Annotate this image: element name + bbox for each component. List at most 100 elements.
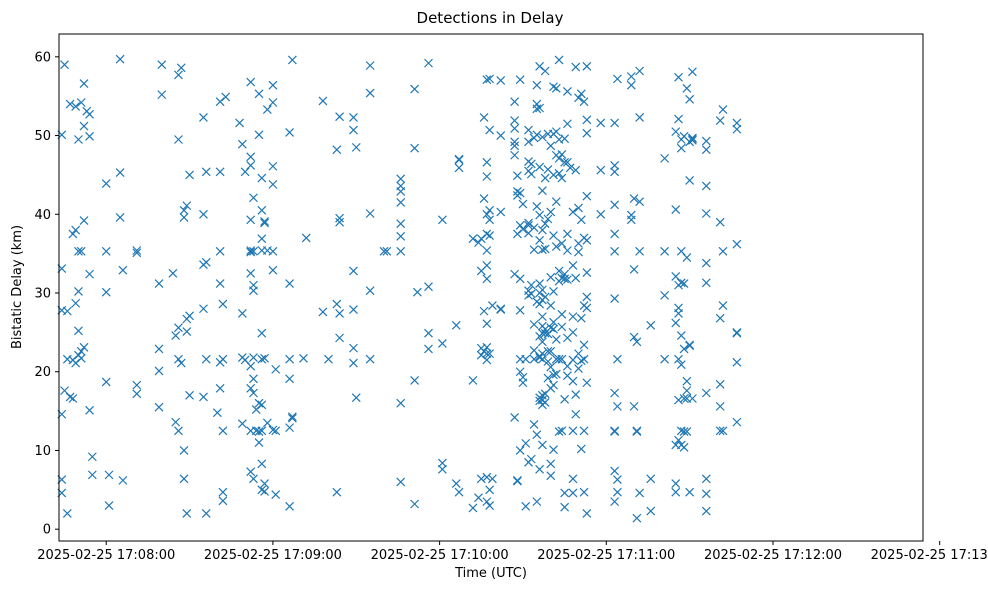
data-point-marker: [218, 496, 228, 506]
x-tick-label: 2025-02-25 17:09:00: [204, 548, 342, 563]
data-point-marker: [218, 426, 228, 436]
data-point-marker: [482, 75, 492, 85]
data-point-marker: [249, 474, 258, 484]
data-point-marker: [532, 130, 542, 140]
data-point-marker: [485, 485, 495, 495]
y-tick-label: 30: [34, 287, 51, 302]
data-point-marker: [85, 405, 94, 415]
x-tick-label: 2025-02-25 17:12:00: [704, 548, 842, 563]
data-point-marker: [685, 176, 695, 185]
data-point-marker: [365, 354, 375, 364]
data-point-marker: [549, 82, 558, 92]
data-point-marker: [301, 233, 311, 243]
data-point-marker: [571, 62, 581, 72]
data-point-marker: [87, 470, 97, 480]
data-point-marker: [485, 74, 495, 84]
data-point-marker: [529, 245, 539, 255]
data-point-marker: [674, 395, 683, 405]
data-point-marker: [257, 328, 267, 338]
data-point-marker: [510, 137, 520, 147]
data-point-marker: [237, 419, 247, 429]
data-point-marker: [562, 119, 572, 129]
data-point-marker: [262, 246, 272, 255]
data-point-marker: [571, 273, 581, 283]
data-point-marker: [537, 312, 547, 322]
data-point-marker: [629, 401, 639, 411]
data-point-marker: [535, 279, 545, 288]
data-point-marker: [701, 145, 711, 155]
data-point-marker: [582, 303, 592, 313]
data-point-marker: [571, 409, 581, 419]
data-point-marker: [562, 246, 572, 255]
data-point-marker: [299, 353, 308, 363]
data-point-marker: [437, 215, 447, 225]
data-point-marker: [626, 80, 636, 90]
data-point-marker: [254, 398, 264, 408]
data-point-marker: [215, 357, 225, 367]
data-point-marker: [537, 225, 547, 235]
data-point-marker: [596, 209, 606, 219]
data-point-marker: [682, 83, 692, 93]
data-point-marker: [682, 386, 692, 396]
data-point-marker: [85, 131, 94, 141]
data-point-marker: [476, 474, 486, 484]
data-point-marker: [546, 362, 556, 372]
data-point-marker: [671, 487, 681, 497]
data-point-marker: [118, 265, 128, 275]
data-point-marker: [687, 394, 697, 403]
data-point-marker: [287, 55, 297, 65]
data-point-marker: [176, 358, 186, 368]
data-point-marker: [424, 328, 433, 338]
data-point-marker: [349, 358, 358, 368]
data-point-marker: [540, 219, 550, 229]
data-point-marker: [660, 290, 670, 300]
data-point-marker: [451, 479, 461, 488]
data-point-marker: [365, 88, 375, 98]
data-point-marker: [396, 219, 406, 229]
data-point-marker: [487, 301, 497, 311]
data-point-marker: [529, 354, 539, 364]
x-axis-title: Time (UTC): [454, 566, 527, 581]
data-point-marker: [554, 266, 564, 276]
data-point-marker: [87, 452, 97, 462]
data-point-marker: [257, 205, 267, 215]
data-point-marker: [718, 105, 728, 115]
data-point-marker: [249, 246, 258, 256]
data-point-marker: [271, 426, 281, 436]
data-point-marker: [474, 238, 483, 248]
data-point-marker: [574, 247, 583, 257]
data-point-marker: [576, 356, 586, 366]
data-point-marker: [524, 220, 533, 230]
data-point-marker: [679, 344, 689, 354]
data-point-marker: [571, 390, 581, 399]
data-point-marker: [482, 472, 492, 482]
data-point-marker: [268, 265, 278, 275]
data-point-marker: [257, 234, 267, 244]
data-point-marker: [396, 246, 406, 256]
data-point-marker: [71, 298, 81, 308]
data-point-marker: [582, 292, 592, 302]
data-point-marker: [249, 353, 258, 362]
data-point-marker: [532, 201, 542, 211]
data-point-marker: [551, 83, 561, 93]
data-point-marker: [543, 357, 553, 366]
data-point-marker: [485, 215, 495, 225]
data-point-marker: [396, 398, 406, 408]
data-point-marker: [74, 246, 83, 256]
data-point-marker: [568, 327, 578, 337]
data-point-marker: [646, 320, 656, 330]
data-point-marker: [718, 301, 728, 311]
data-point-marker: [474, 493, 483, 503]
data-point-marker: [732, 124, 742, 134]
data-point-marker: [582, 268, 592, 277]
data-point-marker: [515, 274, 525, 284]
data-point-marker: [212, 408, 222, 418]
data-point-marker: [451, 320, 461, 330]
data-point-marker: [610, 161, 620, 170]
data-point-marker: [496, 207, 506, 217]
x-axis-ticks: 2025-02-25 17:08:00 2025-02-25 17:09:00 20…: [37, 541, 988, 563]
data-point-marker: [365, 61, 375, 70]
data-point-marker: [115, 213, 125, 222]
data-point-marker: [335, 309, 345, 318]
data-point-marker: [454, 163, 464, 173]
